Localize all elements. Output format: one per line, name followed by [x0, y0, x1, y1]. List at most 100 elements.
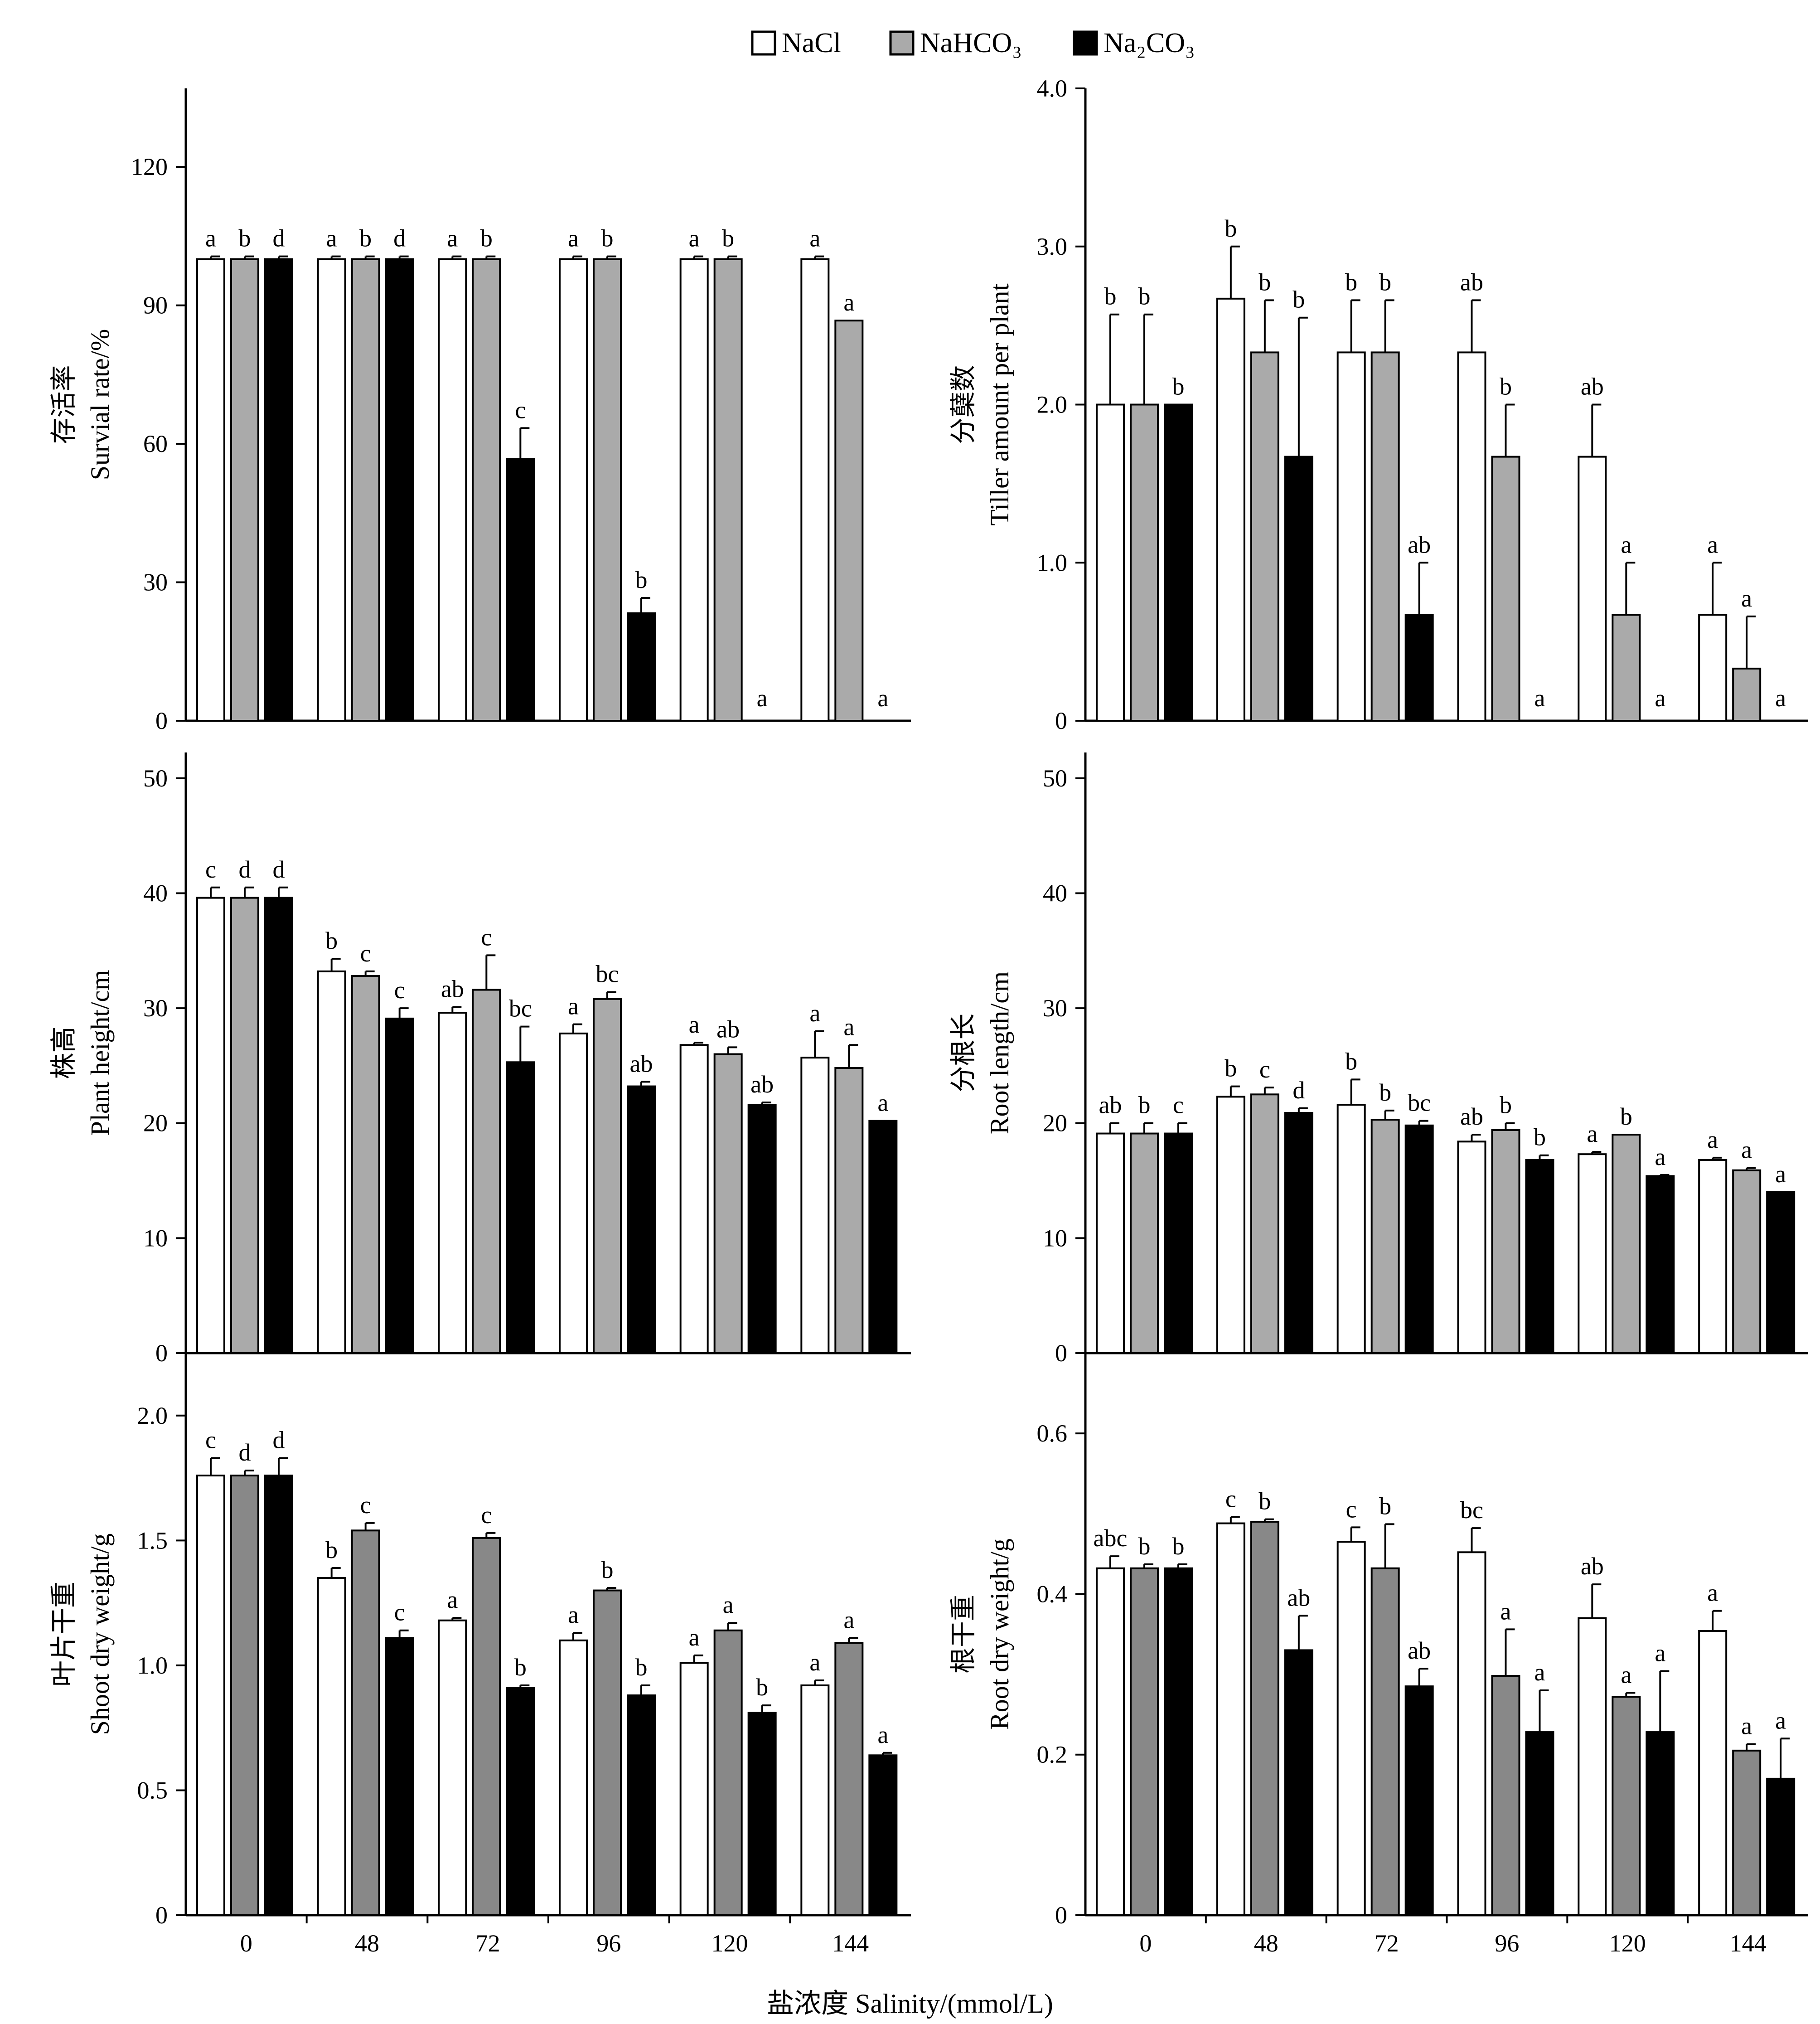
sig-label-na2co3-72: c: [515, 396, 526, 423]
y-axis-title-en: Root length/cm: [985, 971, 1014, 1134]
bar-na2co3-72: [506, 1061, 535, 1354]
y-tick-label: 0.4: [1037, 1580, 1068, 1607]
y-axis-title-cn: 根干重: [949, 1595, 978, 1674]
sig-label-na2co3-0: d: [273, 225, 285, 252]
bar-na2co3-144: [1766, 1191, 1796, 1354]
sig-label-nahco3-48: c: [360, 1491, 371, 1519]
bar-nacl-96: [1457, 1551, 1486, 1916]
bar-nacl-96: [559, 258, 588, 722]
sig-label-na2co3-72: ab: [1408, 531, 1431, 558]
sig-label-nahco3-72: b: [480, 225, 493, 252]
bar-nacl-48: [1216, 1522, 1245, 1917]
y-axis-title-en: Tiller amount per plant: [985, 283, 1014, 525]
bar-nahco3-48: [1250, 351, 1279, 722]
y-tick-label: 1.5: [137, 1527, 168, 1554]
sig-label-nacl-144: a: [1707, 1126, 1718, 1153]
sig-label-nacl-72: b: [1345, 268, 1357, 296]
y-tick-label: 0.5: [137, 1776, 168, 1804]
sig-label-nacl-120: a: [689, 1011, 700, 1038]
bar-na2co3-48: [385, 258, 414, 722]
bar-nahco3-120: [713, 258, 743, 722]
sig-label-nacl-0: b: [1104, 283, 1117, 310]
chart-panel-2: 0 1.0 2.0 3.0 4.0 分蘖数 Tiller amount per plant b…: [949, 75, 1808, 734]
bar-nacl-96: [559, 1639, 588, 1917]
bar-nacl-120: [1578, 1153, 1607, 1354]
bar-na2co3-72: [1404, 1685, 1434, 1916]
bar-nahco3-0: [1130, 1567, 1159, 1917]
y-tick-label: 90: [143, 292, 168, 319]
y-tick-label: 0: [155, 1340, 168, 1367]
x-tick-label: 72: [1375, 1930, 1399, 1957]
sig-label-nahco3-0: b: [1138, 283, 1151, 310]
sig-label-nahco3-72: b: [1379, 1492, 1391, 1519]
bar-nahco3-96: [593, 258, 622, 722]
bar-nahco3-144: [834, 1642, 864, 1916]
legend-item-nahco3: NaHCO₃: [889, 28, 1022, 58]
sig-label-na2co3-96: ab: [630, 1050, 653, 1077]
sig-label-na2co3-144: a: [877, 1089, 888, 1116]
x-tick-label: 48: [355, 1930, 379, 1957]
sig-label-nacl-144: a: [809, 225, 820, 252]
sig-label-na2co3-96: a: [1534, 1659, 1545, 1686]
bar-na2co3-0: [264, 897, 293, 1354]
y-axis-title-cn: 分蘖数: [949, 365, 978, 444]
sig-label-na2co3-72: ab: [1408, 1637, 1431, 1664]
bar-nacl-72: [438, 1619, 467, 1917]
y-tick-label: 0.6: [1037, 1420, 1068, 1447]
sig-label-nacl-120: a: [1587, 1120, 1597, 1147]
y-tick-label: 10: [143, 1224, 168, 1252]
y-tick-label: 50: [1043, 765, 1067, 792]
bar-nahco3-144: [1732, 1749, 1762, 1917]
sig-label-nacl-96: ab: [1460, 1103, 1483, 1130]
sig-label-nahco3-48: c: [1259, 1056, 1270, 1083]
bar-nahco3-0: [1130, 1132, 1159, 1354]
legend-swatch-na2co3: [1073, 30, 1098, 56]
sig-label-nahco3-96: b: [1500, 373, 1512, 400]
bar-nahco3-96: [593, 998, 622, 1354]
x-tick-label: 96: [596, 1930, 621, 1957]
y-tick-label: 30: [1043, 995, 1067, 1022]
y-axis-title-en: Survial rate/%: [85, 329, 115, 480]
bar-nahco3-120: [713, 1629, 743, 1917]
bar-nahco3-48: [351, 1529, 380, 1916]
bar-na2co3-96: [627, 1694, 656, 1916]
sig-label-nacl-96: a: [568, 993, 579, 1020]
sig-label-nahco3-120: a: [1621, 1661, 1631, 1688]
sig-label-na2co3-0: c: [1173, 1092, 1184, 1119]
sig-label-nacl-48: b: [1225, 215, 1237, 242]
bar-nahco3-48: [351, 975, 380, 1354]
y-tick-label: 3.0: [1037, 233, 1068, 260]
sig-label-na2co3-48: c: [394, 976, 405, 1004]
bar-nahco3-96: [1491, 456, 1520, 722]
sig-label-na2co3-0: d: [273, 1426, 285, 1453]
x-axis-title: 盐浓度 Salinity/(mmol/L): [767, 1989, 1053, 2019]
x-tick-label: 144: [832, 1930, 869, 1957]
bar-nacl-72: [438, 1012, 467, 1354]
sig-label-nacl-72: c: [1346, 1495, 1357, 1523]
sig-label-nahco3-0: b: [1138, 1092, 1151, 1119]
sig-label-nacl-144: a: [1707, 1579, 1718, 1607]
legend: NaCl NaHCO₃ Na₂CO₃: [751, 28, 1195, 58]
y-tick-label: 0: [155, 707, 168, 734]
bar-nahco3-120: [1612, 614, 1641, 722]
sig-label-na2co3-144: a: [877, 684, 888, 712]
sig-label-nacl-0: c: [205, 856, 216, 883]
sig-label-nacl-0: a: [205, 225, 216, 252]
bar-nacl-0: [1096, 1132, 1125, 1354]
y-tick-label: 120: [131, 153, 168, 180]
sig-label-nacl-120: a: [689, 225, 700, 252]
sig-label-na2co3-96: b: [635, 1654, 648, 1681]
sig-label-nacl-72: a: [447, 1586, 458, 1613]
legend-item-nacl: NaCl: [751, 28, 841, 58]
y-axis-title-en: Plant height/cm: [85, 970, 115, 1136]
x-tick-label: 96: [1495, 1930, 1519, 1957]
y-tick-label: 40: [143, 879, 168, 907]
y-tick-label: 4.0: [1037, 75, 1068, 102]
bar-na2co3-48: [385, 1637, 414, 1916]
bar-na2co3-144: [1766, 1777, 1796, 1917]
bar-nahco3-96: [1491, 1129, 1520, 1354]
sig-label-nahco3-48: c: [360, 940, 371, 967]
